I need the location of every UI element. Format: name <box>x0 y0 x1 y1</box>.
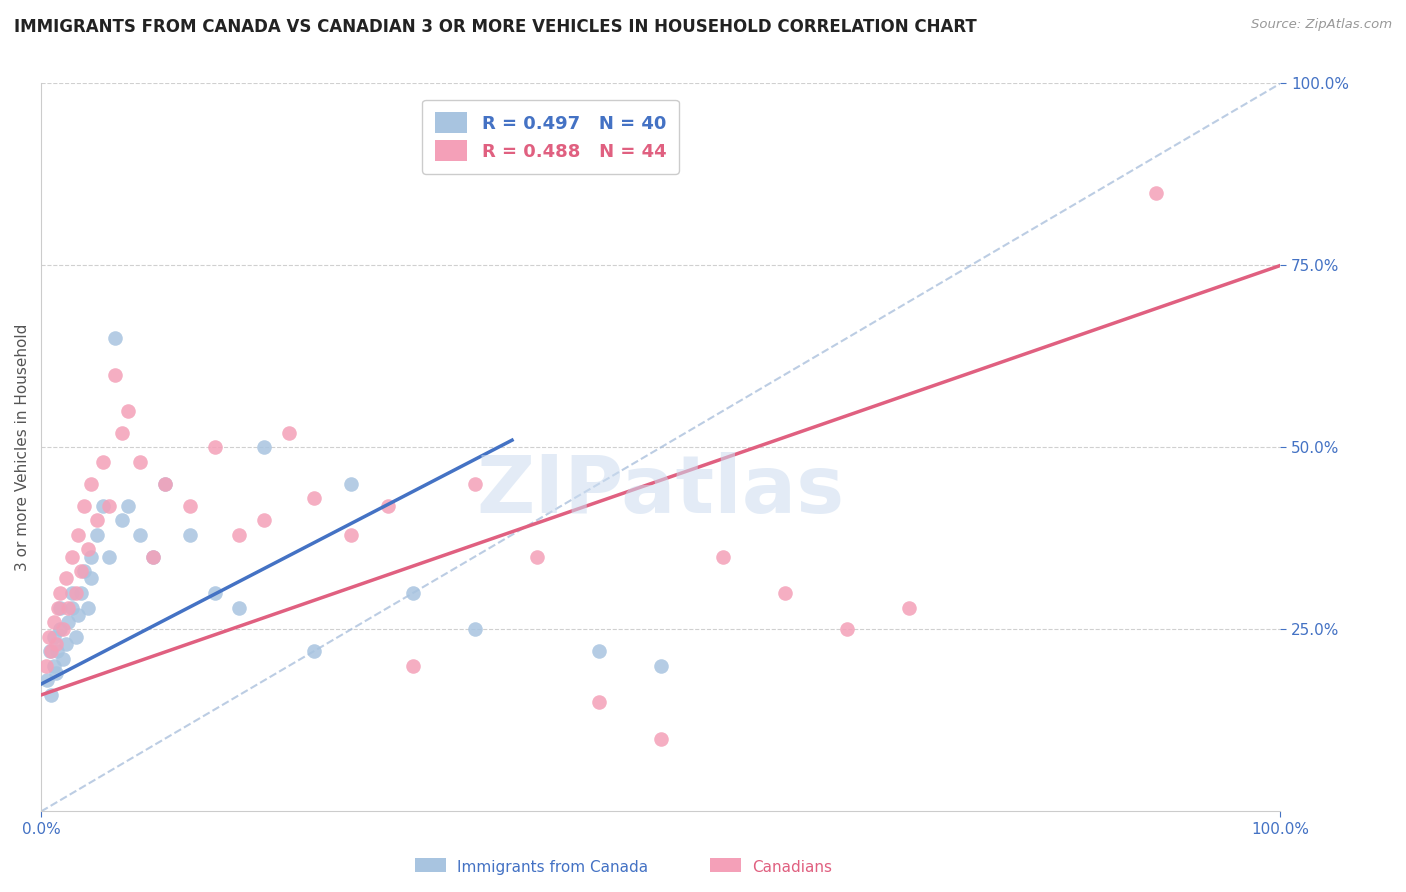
Point <box>52 651 75 665</box>
Point <box>253 441 276 455</box>
Point <box>38 630 60 644</box>
Point <box>37 673 59 688</box>
Point <box>86 513 108 527</box>
Point <box>204 441 226 455</box>
Point <box>48 600 70 615</box>
Point <box>228 600 250 615</box>
Point <box>42 615 65 629</box>
Point <box>340 476 363 491</box>
Point <box>58 615 80 629</box>
Point <box>45 637 67 651</box>
Point <box>588 644 610 658</box>
Point <box>39 644 62 658</box>
Point <box>278 425 301 440</box>
Point <box>55 572 77 586</box>
Point <box>67 607 90 622</box>
Point <box>91 499 114 513</box>
Point <box>153 476 176 491</box>
Point <box>302 644 325 658</box>
Point <box>38 644 60 658</box>
Point <box>650 658 672 673</box>
Point <box>69 564 91 578</box>
Point <box>77 600 100 615</box>
Point <box>58 600 80 615</box>
Text: ZIPatlas: ZIPatlas <box>477 452 845 530</box>
Point <box>1146 186 1168 200</box>
Text: Source: ZipAtlas.com: Source: ZipAtlas.com <box>1251 18 1392 31</box>
Point <box>60 549 83 564</box>
Point <box>129 455 152 469</box>
Point <box>98 549 121 564</box>
Legend: R = 0.497   N = 40, R = 0.488   N = 44: R = 0.497 N = 40, R = 0.488 N = 44 <box>422 100 679 174</box>
Point <box>650 731 672 746</box>
Point <box>464 476 486 491</box>
Point <box>48 586 70 600</box>
Point <box>79 549 101 564</box>
Point <box>60 586 83 600</box>
Point <box>52 623 75 637</box>
Point <box>773 586 796 600</box>
Point <box>377 499 399 513</box>
Point <box>45 666 67 681</box>
Point <box>60 600 83 615</box>
Text: Immigrants from Canada: Immigrants from Canada <box>457 860 648 874</box>
Point <box>711 549 734 564</box>
Text: Canadians: Canadians <box>752 860 832 874</box>
Point <box>129 528 152 542</box>
Point <box>402 658 425 673</box>
Point <box>65 630 87 644</box>
Point <box>77 542 100 557</box>
Point <box>79 572 101 586</box>
Point <box>179 499 201 513</box>
Y-axis label: 3 or more Vehicles in Household: 3 or more Vehicles in Household <box>15 324 30 571</box>
Point <box>46 644 69 658</box>
Point <box>897 600 920 615</box>
Point <box>228 528 250 542</box>
Point <box>48 623 70 637</box>
Point <box>302 491 325 506</box>
Point <box>340 528 363 542</box>
Point <box>55 637 77 651</box>
Point <box>464 623 486 637</box>
Point <box>48 600 70 615</box>
Point <box>111 513 134 527</box>
Point <box>835 623 858 637</box>
Point <box>153 476 176 491</box>
Point <box>104 368 127 382</box>
Point <box>39 688 62 702</box>
Point <box>42 658 65 673</box>
Point <box>73 499 96 513</box>
Point <box>104 331 127 345</box>
Point <box>142 549 165 564</box>
Point <box>86 528 108 542</box>
Point <box>588 695 610 709</box>
Text: IMMIGRANTS FROM CANADA VS CANADIAN 3 OR MORE VEHICLES IN HOUSEHOLD CORRELATION C: IMMIGRANTS FROM CANADA VS CANADIAN 3 OR … <box>14 18 977 36</box>
Point <box>65 586 87 600</box>
Point <box>35 658 58 673</box>
Point <box>73 564 96 578</box>
Point <box>67 528 90 542</box>
Point <box>402 586 425 600</box>
Point <box>204 586 226 600</box>
Point <box>98 499 121 513</box>
Point <box>69 586 91 600</box>
Point <box>117 404 139 418</box>
Point <box>142 549 165 564</box>
Point <box>111 425 134 440</box>
Point <box>253 513 276 527</box>
Point <box>79 476 101 491</box>
Point <box>42 630 65 644</box>
Point <box>526 549 548 564</box>
Point <box>91 455 114 469</box>
Point <box>117 499 139 513</box>
Point <box>179 528 201 542</box>
